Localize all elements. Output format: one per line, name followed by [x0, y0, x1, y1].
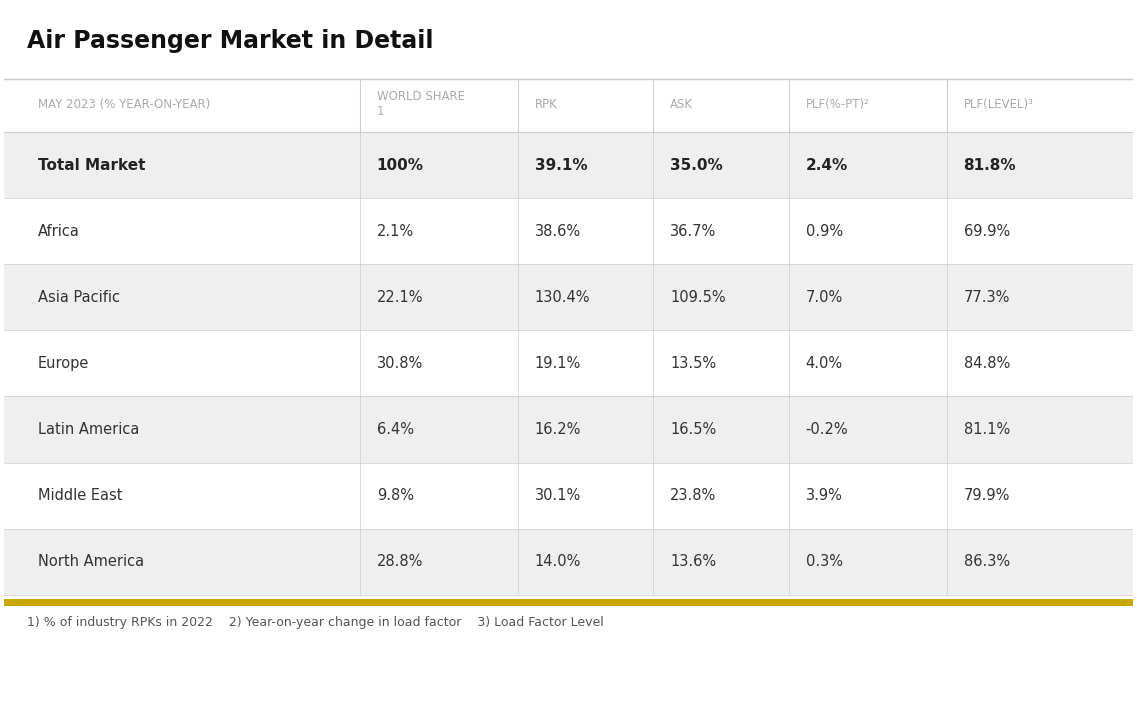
Bar	[5, 198, 1132, 265]
Text: ASK: ASK	[670, 98, 694, 111]
Text: Total Market: Total Market	[38, 157, 146, 173]
Text: 16.2%: 16.2%	[534, 422, 581, 437]
Bar	[5, 265, 1132, 330]
Text: Middle East: Middle East	[38, 488, 123, 503]
Bar	[5, 79, 1132, 132]
Text: 6.4%: 6.4%	[376, 422, 414, 437]
Text: 30.8%: 30.8%	[376, 356, 423, 371]
Text: 130.4%: 130.4%	[534, 290, 590, 305]
Text: 69.9%: 69.9%	[963, 224, 1010, 239]
Text: 22.1%: 22.1%	[376, 290, 423, 305]
Text: MAY 2023 (% YEAR-ON-YEAR): MAY 2023 (% YEAR-ON-YEAR)	[38, 98, 210, 111]
Text: 86.3%: 86.3%	[963, 554, 1010, 569]
Text: 39.1%: 39.1%	[534, 157, 588, 173]
Text: 3.9%: 3.9%	[805, 488, 843, 503]
Text: 23.8%: 23.8%	[670, 488, 716, 503]
Text: 2.4%: 2.4%	[805, 157, 848, 173]
Text: 0.9%: 0.9%	[805, 224, 843, 239]
Bar	[5, 330, 1132, 396]
Text: 13.6%: 13.6%	[670, 554, 716, 569]
Text: 36.7%: 36.7%	[670, 224, 716, 239]
Text: 30.1%: 30.1%	[534, 488, 581, 503]
Text: 100%: 100%	[376, 157, 424, 173]
Text: Europe: Europe	[38, 356, 90, 371]
Text: RPK: RPK	[534, 98, 557, 111]
Text: 7.0%: 7.0%	[805, 290, 843, 305]
Text: 0.3%: 0.3%	[805, 554, 843, 569]
Text: 13.5%: 13.5%	[670, 356, 716, 371]
Text: 2.1%: 2.1%	[376, 224, 414, 239]
Text: 81.8%: 81.8%	[963, 157, 1016, 173]
Text: 9.8%: 9.8%	[376, 488, 414, 503]
Bar	[5, 396, 1132, 462]
Text: PLF(LEVEL)³: PLF(LEVEL)³	[963, 98, 1034, 111]
Bar	[5, 528, 1132, 595]
Text: -0.2%: -0.2%	[805, 422, 848, 437]
Text: Asia Pacific: Asia Pacific	[38, 290, 121, 305]
Text: WORLD SHARE
1: WORLD SHARE 1	[376, 91, 465, 119]
Text: 81.1%: 81.1%	[963, 422, 1010, 437]
Text: PLF(%-PT)²: PLF(%-PT)²	[805, 98, 870, 111]
Text: Air Passenger Market in Detail: Air Passenger Market in Detail	[27, 29, 433, 53]
Text: Latin America: Latin America	[38, 422, 140, 437]
Text: 16.5%: 16.5%	[670, 422, 716, 437]
Text: 79.9%: 79.9%	[963, 488, 1010, 503]
Text: Africa: Africa	[38, 224, 80, 239]
Text: 77.3%: 77.3%	[963, 290, 1010, 305]
Text: 84.8%: 84.8%	[963, 356, 1010, 371]
Text: 35.0%: 35.0%	[670, 157, 723, 173]
Text: 14.0%: 14.0%	[534, 554, 581, 569]
Bar	[5, 132, 1132, 198]
Text: 109.5%: 109.5%	[670, 290, 725, 305]
Text: 1) % of industry RPKs in 2022    2) Year-on-year change in load factor    3) Loa: 1) % of industry RPKs in 2022 2) Year-on…	[27, 616, 604, 629]
Text: 19.1%: 19.1%	[534, 356, 581, 371]
Text: 4.0%: 4.0%	[805, 356, 843, 371]
Text: 38.6%: 38.6%	[534, 224, 581, 239]
Bar	[5, 462, 1132, 528]
Text: 28.8%: 28.8%	[376, 554, 423, 569]
Text: North America: North America	[38, 554, 144, 569]
